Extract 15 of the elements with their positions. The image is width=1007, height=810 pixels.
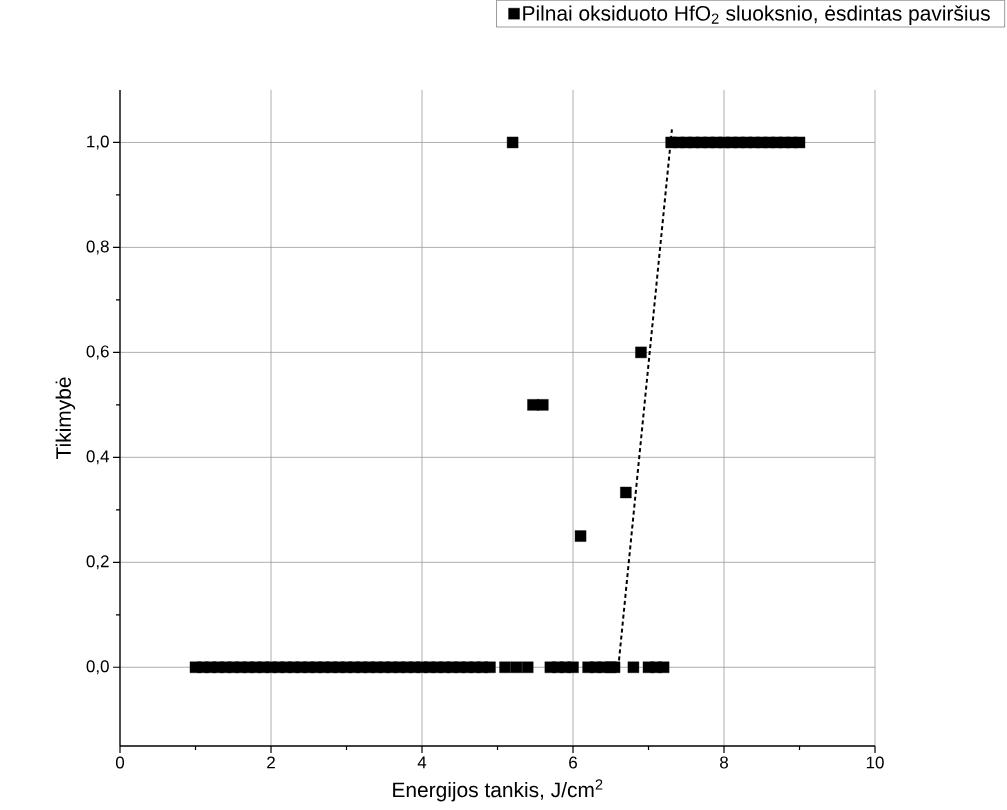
x-tick-label: 10 <box>866 756 884 769</box>
legend-label: Pilnai oksiduoto HfO$_{2}$ sluoksnio, ėsdintas paviršius <box>523 5 990 25</box>
x-tick-label: 8 <box>720 756 728 769</box>
y-tick-label: 0,0 <box>86 660 109 675</box>
y-axis-title: Tikimybė <box>55 377 76 459</box>
x-tick-label: 6 <box>569 756 577 769</box>
y-tick-label: 0,2 <box>86 555 109 570</box>
y-tick-label: 0,4 <box>86 450 109 465</box>
x-tick-label: 2 <box>267 756 275 769</box>
x-axis-title: Energijos tankis, J/cm$^{2}$ <box>393 779 603 802</box>
y-tick-label: 0,6 <box>86 345 109 360</box>
x-tick-label: 0 <box>115 756 125 769</box>
y-tick-label: 0,8 <box>86 240 109 255</box>
x-tick-label: 4 <box>417 756 427 769</box>
y-tick-label: 1,0 <box>87 135 109 150</box>
